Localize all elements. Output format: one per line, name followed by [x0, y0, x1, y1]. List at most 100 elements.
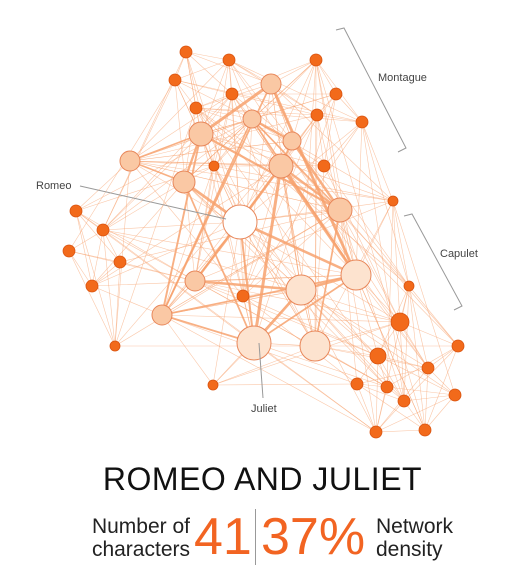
network-edge: [239, 221, 255, 344]
network-edge: [239, 121, 363, 223]
network-edge: [291, 59, 317, 142]
network-edge: [356, 383, 426, 431]
network-edge: [386, 200, 394, 388]
character-node: [222, 53, 236, 67]
network-edge: [316, 114, 363, 123]
network-edge: [270, 83, 394, 202]
network-edge: [213, 165, 302, 291]
network-edge: [375, 285, 410, 433]
network-edge: [323, 93, 337, 167]
character-node: [207, 379, 219, 391]
network-edge: [375, 355, 379, 433]
character-node: [151, 304, 173, 326]
character-node: [355, 115, 369, 129]
network-edge: [129, 133, 202, 162]
network-edge: [75, 210, 121, 263]
character-node: [317, 159, 331, 173]
network-edge: [253, 342, 388, 388]
network-edge: [339, 209, 459, 347]
network-edge: [161, 133, 202, 316]
network-edge: [253, 274, 357, 344]
network-edge: [242, 209, 341, 297]
character-node: [109, 340, 121, 352]
network-edge: [212, 383, 358, 386]
network-edge: [300, 289, 379, 357]
montague-label: Montague: [378, 72, 427, 84]
character-node: [299, 330, 331, 362]
network-edge: [195, 107, 293, 142]
network-edge: [185, 51, 272, 85]
network-edge: [75, 160, 131, 212]
network-edge: [408, 285, 429, 369]
character-node: [390, 312, 410, 332]
network-edge: [392, 200, 401, 323]
network-edge: [129, 114, 318, 162]
stat-divider: [255, 509, 256, 565]
character-node: [188, 121, 214, 147]
character-node: [184, 270, 206, 292]
network-edge: [91, 181, 185, 287]
character-node: [208, 160, 220, 172]
romeo-callout-line: [79, 185, 227, 220]
network-edge: [174, 79, 253, 120]
network-edge: [75, 210, 196, 282]
network-edge: [356, 383, 377, 433]
network-edge: [183, 181, 388, 388]
network-edge: [300, 289, 388, 388]
network-edge: [386, 386, 456, 396]
characters-count-value: 41: [194, 508, 252, 566]
network-edge: [356, 367, 429, 385]
network-edge: [239, 200, 394, 223]
network-edge: [408, 285, 426, 431]
network-edge: [315, 59, 341, 211]
network-edge: [323, 165, 410, 287]
juliet-callout-line: [258, 342, 264, 399]
character-node: [369, 347, 387, 365]
network-edge: [194, 93, 233, 282]
character-node: [310, 108, 324, 122]
network-edge: [424, 394, 456, 431]
character-node: [418, 423, 432, 437]
network-edge: [242, 295, 358, 385]
network-edge: [119, 261, 196, 282]
network-edge: [231, 93, 318, 116]
network-edge: [102, 229, 357, 276]
network-edge: [185, 51, 230, 61]
character-node: [189, 101, 203, 115]
character-node: [369, 425, 383, 439]
network-edge: [253, 342, 377, 433]
character-node: [451, 339, 465, 353]
network-edge: [114, 140, 293, 347]
network-edge: [323, 121, 363, 167]
network-edge: [91, 285, 163, 316]
network-edge: [375, 429, 426, 433]
character-node: [387, 195, 399, 207]
network-edge: [361, 121, 405, 402]
network-edge: [242, 83, 272, 297]
network-edge: [91, 221, 241, 287]
network-edge: [174, 59, 230, 81]
network-edge: [75, 210, 116, 347]
network-edge: [194, 279, 302, 292]
network-edge: [68, 250, 116, 347]
network-edge: [356, 383, 405, 402]
network-edge: [68, 181, 185, 252]
network-edge: [253, 93, 337, 344]
network-edge: [228, 59, 363, 123]
network-edge: [200, 133, 325, 167]
character-node: [179, 45, 193, 59]
network-edge: [114, 160, 131, 347]
character-node: [380, 380, 394, 394]
network-edge: [392, 200, 456, 396]
network-edge: [375, 386, 388, 433]
network-edge: [280, 165, 302, 291]
network-edge: [377, 355, 429, 369]
network-edge: [377, 355, 456, 396]
density-label-line2: density: [376, 538, 443, 561]
network-edge: [194, 280, 388, 388]
network-edge: [408, 285, 459, 347]
character-node: [113, 255, 127, 269]
density-stat-label: Network density: [376, 515, 453, 561]
capulet-bracket: [403, 213, 463, 311]
character-node: [350, 377, 364, 391]
